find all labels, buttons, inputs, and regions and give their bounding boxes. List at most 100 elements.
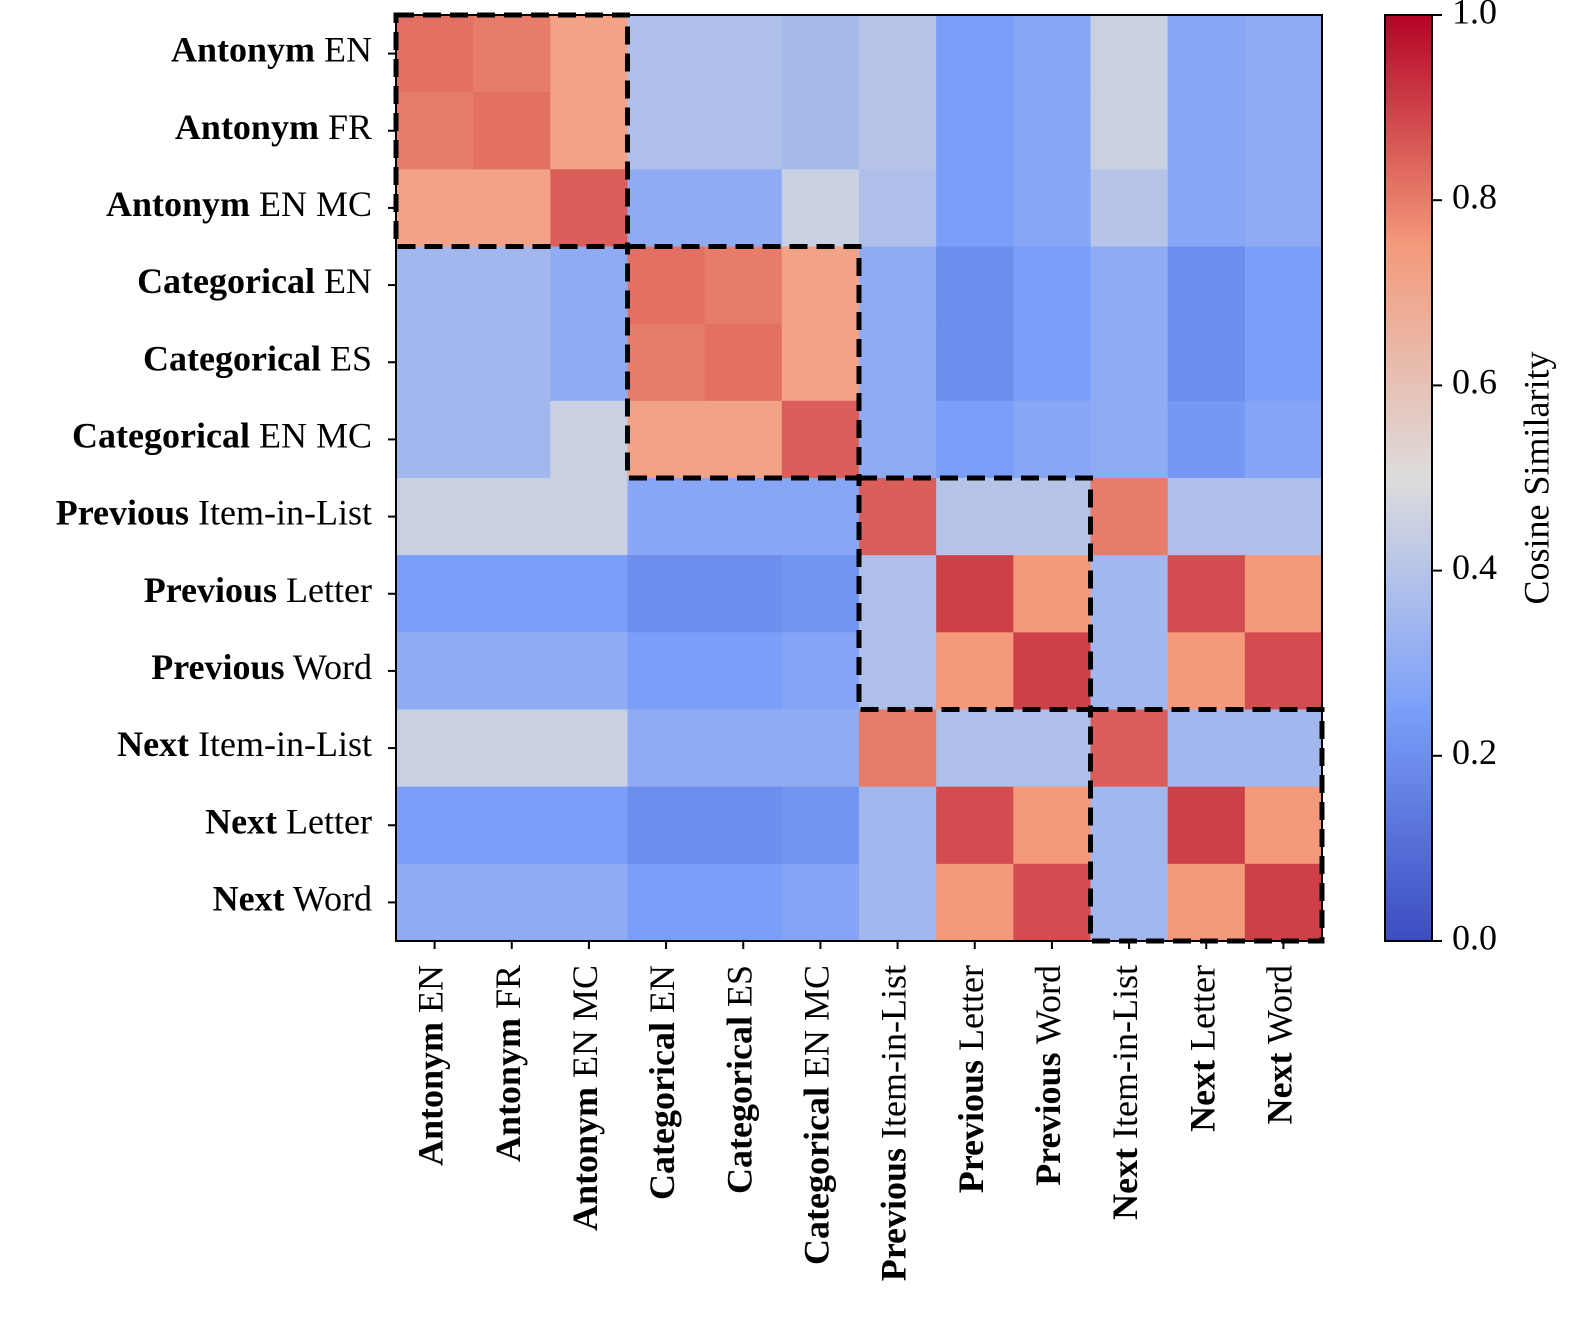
label-bold: Categorical [720, 1016, 760, 1194]
heatmap-cell [627, 786, 706, 865]
x-tick-label: Previous Letter [951, 965, 991, 1193]
label-bold: Antonym [171, 30, 315, 70]
x-tick-label: Previous Word [1028, 965, 1068, 1186]
heatmap-cell [627, 246, 706, 325]
heatmap-cell [1090, 400, 1169, 479]
heatmap-cell [1167, 863, 1246, 942]
heatmap-cell [627, 555, 706, 633]
heatmap-cell [473, 478, 551, 556]
heatmap-cell [1167, 169, 1246, 247]
heatmap-cell [781, 323, 860, 402]
heatmap-cell [1013, 400, 1091, 479]
heatmap-cell [936, 15, 1014, 93]
heatmap-cell [781, 246, 860, 325]
label-rest: ES [330, 339, 372, 379]
heatmap-cell [550, 632, 628, 710]
heatmap-cell [1013, 632, 1091, 710]
heatmap-cell [1167, 323, 1246, 402]
label-rest: Item-in-List [1105, 965, 1145, 1139]
heatmap-cell [1244, 632, 1323, 710]
heatmap-cell [859, 478, 937, 556]
heatmap-cell [1090, 92, 1169, 170]
label-rest: FR [328, 107, 372, 147]
x-tick-label: Antonym EN [411, 965, 451, 1166]
heatmap-cell [936, 555, 1014, 633]
plot-frame [395, 14, 1323, 942]
heatmap-cell [473, 92, 551, 170]
heatmap-cell [704, 169, 783, 247]
label-rest: EN MC [797, 965, 837, 1078]
label-rest: Letter [286, 570, 372, 610]
heatmap-cell [1013, 169, 1091, 247]
heatmap-cell [704, 709, 783, 788]
heatmap-cell [1013, 15, 1091, 93]
heatmap-cell [1244, 323, 1323, 402]
heatmap-cell [1167, 246, 1246, 325]
label-rest: EN MC [259, 416, 372, 456]
heatmap-cell [1090, 863, 1169, 942]
heatmap-cell [936, 632, 1014, 710]
heatmap-cell [704, 786, 783, 865]
heatmap-cell [781, 709, 860, 788]
heatmap-cell [627, 863, 706, 942]
x-tick-label: Next Word [1260, 965, 1300, 1124]
y-tick-label: Previous Word [151, 647, 372, 687]
heatmap-cell [859, 92, 937, 170]
heatmap-cell [627, 478, 706, 556]
heatmap-cell [550, 786, 628, 865]
heatmap-cell [1013, 709, 1091, 788]
heatmap-cell [396, 863, 474, 942]
heatmap-cell [859, 323, 937, 402]
heatmap-cell [1090, 709, 1169, 788]
heatmap-cell [781, 632, 860, 710]
heatmap-cell [1013, 786, 1091, 865]
heatmap-cell [396, 786, 474, 865]
heatmap-cell [550, 323, 628, 402]
heatmap-cell [550, 555, 628, 633]
x-tick-label: Previous Item-in-List [874, 965, 914, 1281]
label-bold: Antonym [411, 1022, 451, 1166]
colorbar-label: Cosine Similarity [1516, 351, 1556, 604]
heatmap-cell [550, 92, 628, 170]
heatmap-cell [704, 863, 783, 942]
heatmap-cell [627, 15, 706, 93]
label-bold: Next [117, 724, 189, 764]
heatmap-cell [859, 169, 937, 247]
label-rest: EN MC [259, 184, 372, 224]
heatmap-cell [936, 709, 1014, 788]
heatmap-cell [1244, 786, 1323, 865]
heatmap-cell [396, 478, 474, 556]
heatmap-cell [550, 863, 628, 942]
label-rest: Word [1028, 965, 1068, 1044]
heatmap-cell [859, 632, 937, 710]
heatmap-cell [473, 786, 551, 865]
heatmap-cell [781, 478, 860, 556]
label-bold: Categorical [797, 1087, 837, 1265]
heatmap-cell [396, 246, 474, 325]
heatmap-cell [1167, 478, 1246, 556]
label-rest: Word [1260, 965, 1300, 1044]
heatmap-cell [473, 323, 551, 402]
heatmap-cell [781, 169, 860, 247]
heatmap-cell [1013, 92, 1091, 170]
heatmap-cell [1167, 400, 1246, 479]
y-tick-label: Antonym FR [175, 107, 372, 147]
heatmap-cell [781, 400, 860, 479]
label-bold: Antonym [488, 1018, 528, 1162]
heatmap-cell [396, 632, 474, 710]
heatmap-cell [1167, 786, 1246, 865]
heatmap-cell [550, 478, 628, 556]
heatmap-cell [704, 323, 783, 402]
label-bold: Previous [874, 1148, 914, 1281]
label-rest: Item-in-List [198, 493, 372, 533]
heatmap-cell [859, 863, 937, 942]
heatmap-cell [1090, 555, 1169, 633]
label-bold: Categorical [137, 261, 315, 301]
colorbar-tick-label: 0.8 [1452, 176, 1497, 216]
label-rest: Word [293, 879, 372, 919]
heatmap-cell [936, 786, 1014, 865]
label-bold: Previous [951, 1060, 991, 1193]
heatmap-cell [1090, 478, 1169, 556]
heatmap-cell [936, 169, 1014, 247]
